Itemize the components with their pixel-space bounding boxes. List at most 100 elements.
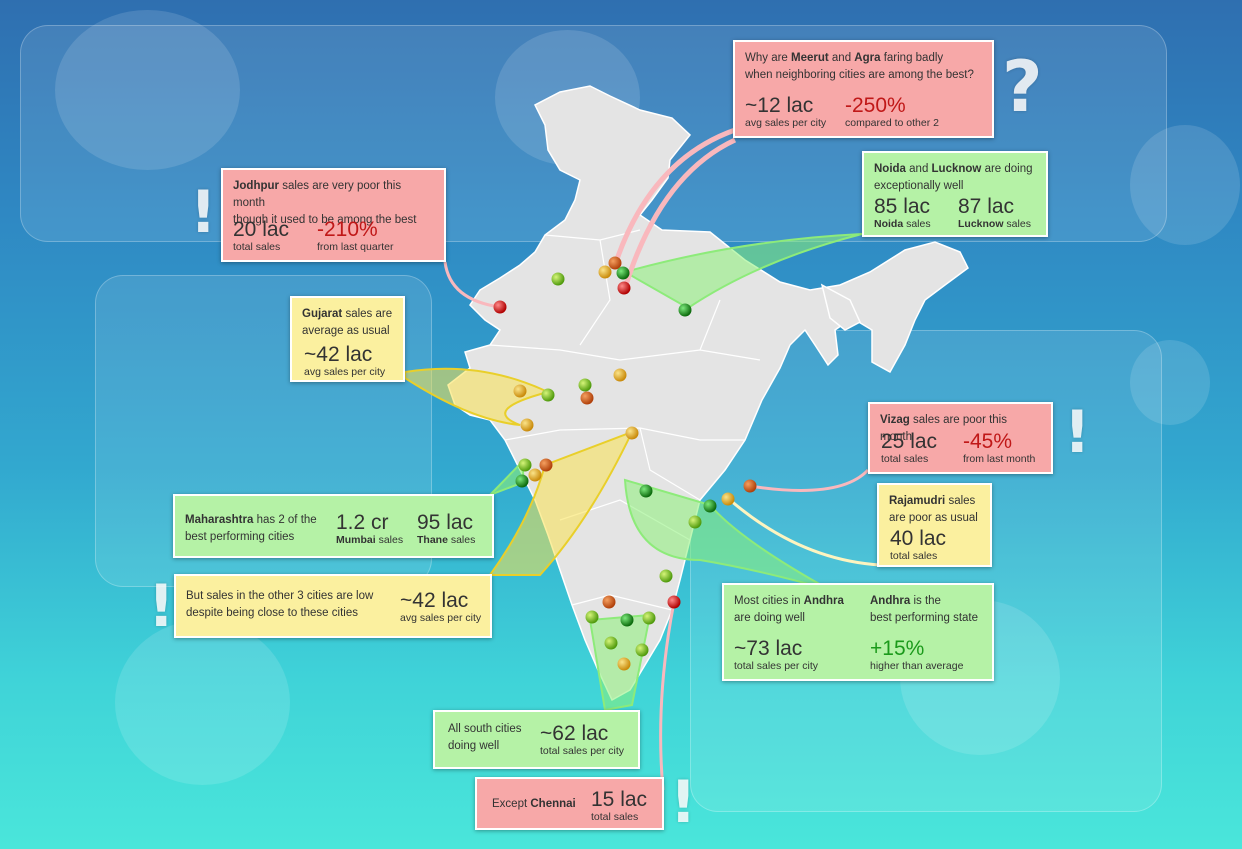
city-name: Rajamudri bbox=[889, 495, 946, 507]
highlight-rajamudri bbox=[729, 498, 881, 567]
stat-value: 40 lac bbox=[890, 527, 947, 550]
city-marker[interactable] bbox=[617, 281, 631, 295]
city-marker[interactable] bbox=[551, 272, 565, 286]
callout-text: though it used to be among the best bbox=[233, 214, 417, 226]
city-marker[interactable] bbox=[541, 388, 555, 402]
stat-value: -250% bbox=[845, 94, 906, 117]
callout-text: exceptionally well bbox=[874, 180, 964, 192]
stat-label: sales bbox=[903, 218, 931, 230]
city-marker[interactable] bbox=[613, 368, 627, 382]
city-marker[interactable] bbox=[608, 256, 622, 270]
city-name: Jodhpur bbox=[233, 180, 279, 192]
stat: ~42 lac avg sales per city bbox=[400, 590, 481, 625]
stat: -210% from last quarter bbox=[317, 219, 393, 254]
stat: 15 lac total sales bbox=[591, 788, 648, 824]
state-name: Andhra bbox=[803, 595, 844, 607]
callout-text: All south cities doing well bbox=[448, 721, 522, 755]
question-icon: ? bbox=[1002, 46, 1043, 128]
callout-andhra: Most cities in Andhra are doing well And… bbox=[722, 583, 994, 681]
connector-meerut-agra bbox=[612, 127, 736, 266]
city-marker[interactable] bbox=[743, 479, 757, 493]
highlight-andhra bbox=[623, 478, 831, 591]
stat-label: sales bbox=[375, 534, 404, 546]
city-marker[interactable] bbox=[678, 303, 692, 317]
connector-meerut-agra bbox=[622, 137, 737, 289]
stat-label: from last month bbox=[963, 453, 1036, 465]
text: and bbox=[828, 52, 855, 64]
city-marker[interactable] bbox=[667, 595, 681, 609]
stat-label: total sales per city bbox=[540, 745, 625, 757]
city-marker[interactable] bbox=[513, 384, 527, 398]
text: sales are bbox=[342, 308, 393, 320]
callout-text: But sales in the other 3 cities are low bbox=[186, 590, 374, 602]
text: Most cities in bbox=[734, 595, 804, 607]
callout-south: All south cities doing well ~62 lac tota… bbox=[433, 710, 640, 769]
stat-label: higher than average bbox=[870, 660, 964, 672]
city-marker[interactable] bbox=[625, 426, 639, 440]
state-name: Gujarat bbox=[302, 308, 343, 320]
text: sales are very poor this month bbox=[233, 180, 402, 209]
callout-text: All south cities bbox=[448, 723, 522, 735]
connector-chennai bbox=[659, 601, 676, 791]
city-marker[interactable] bbox=[580, 391, 594, 405]
callout-rajamudri: Rajamudri sales are poor as usual 40 lac… bbox=[877, 483, 992, 567]
stat-value: ~62 lac bbox=[540, 722, 609, 745]
map-northeast bbox=[820, 283, 861, 331]
callout-text: Noida and Lucknow are doing bbox=[874, 161, 1036, 178]
callout-vizag: Vizag sales are poor this month 25 lac t… bbox=[868, 402, 1053, 474]
stat: 40 lac total sales bbox=[890, 527, 947, 563]
city-marker[interactable] bbox=[659, 569, 673, 583]
callout-text: when neighboring cities are among the be… bbox=[745, 69, 974, 81]
city-marker[interactable] bbox=[721, 492, 735, 506]
city-marker[interactable] bbox=[620, 613, 634, 627]
city-marker[interactable] bbox=[493, 300, 507, 314]
city-markers bbox=[493, 256, 757, 671]
city-marker[interactable] bbox=[528, 468, 542, 482]
city-marker[interactable] bbox=[703, 499, 717, 513]
city-marker[interactable] bbox=[598, 265, 612, 279]
text: Except bbox=[492, 798, 531, 810]
city-marker[interactable] bbox=[635, 643, 649, 657]
city-marker[interactable] bbox=[602, 595, 616, 609]
bubble bbox=[1130, 340, 1210, 425]
stat: -250% compared to other 2 bbox=[845, 94, 939, 130]
city-marker[interactable] bbox=[518, 458, 532, 472]
city-marker[interactable] bbox=[585, 610, 599, 624]
callout-noida-lucknow: Noida and Lucknow are doing exceptionall… bbox=[862, 151, 1048, 237]
callout-text: average as usual bbox=[302, 325, 390, 337]
city-marker[interactable] bbox=[639, 484, 653, 498]
state-name: Maharashtra bbox=[185, 514, 254, 526]
callout-text: despite being close to these cities bbox=[186, 607, 358, 619]
city-marker[interactable] bbox=[642, 611, 656, 625]
city-name: Lucknow bbox=[958, 218, 1004, 230]
stat-value: 15 lac bbox=[591, 788, 648, 811]
exclamation-icon: ! bbox=[1064, 398, 1091, 466]
city-name: Noida bbox=[874, 218, 904, 230]
city-name: Agra bbox=[854, 52, 881, 64]
callout-text: Gujarat sales are bbox=[302, 306, 393, 323]
city-marker[interactable] bbox=[604, 636, 618, 650]
city-marker[interactable] bbox=[616, 266, 630, 280]
callout-meerut-agra: Why are Meerut and Agra faring badly whe… bbox=[733, 40, 994, 138]
callout-text: best performing cities bbox=[185, 531, 295, 543]
city-name: Mumbai bbox=[336, 534, 376, 546]
city-marker[interactable] bbox=[617, 657, 631, 671]
stat-value: 1.2 cr bbox=[336, 511, 389, 534]
text: faring badly bbox=[880, 52, 944, 64]
callout-maharashtra-other: But sales in the other 3 cities are low … bbox=[174, 574, 492, 638]
bubble bbox=[115, 620, 290, 785]
stat-value: 95 lac bbox=[417, 511, 474, 534]
city-marker[interactable] bbox=[515, 474, 529, 488]
stat: 20 lac total sales bbox=[233, 219, 289, 254]
callout-text: Jodhpur sales are very poor this month bbox=[233, 178, 434, 212]
city-marker[interactable] bbox=[688, 515, 702, 529]
stat-value: +15% bbox=[870, 637, 925, 660]
stat: 85 lac Noida sales bbox=[874, 196, 931, 231]
callout-maharashtra: Maharashtra has 2 of the best performing… bbox=[173, 494, 494, 558]
exclamation-icon: ! bbox=[148, 572, 175, 640]
city-name: Lucknow bbox=[931, 163, 982, 175]
city-marker[interactable] bbox=[578, 378, 592, 392]
city-marker[interactable] bbox=[520, 418, 534, 432]
city-marker[interactable] bbox=[539, 458, 553, 472]
